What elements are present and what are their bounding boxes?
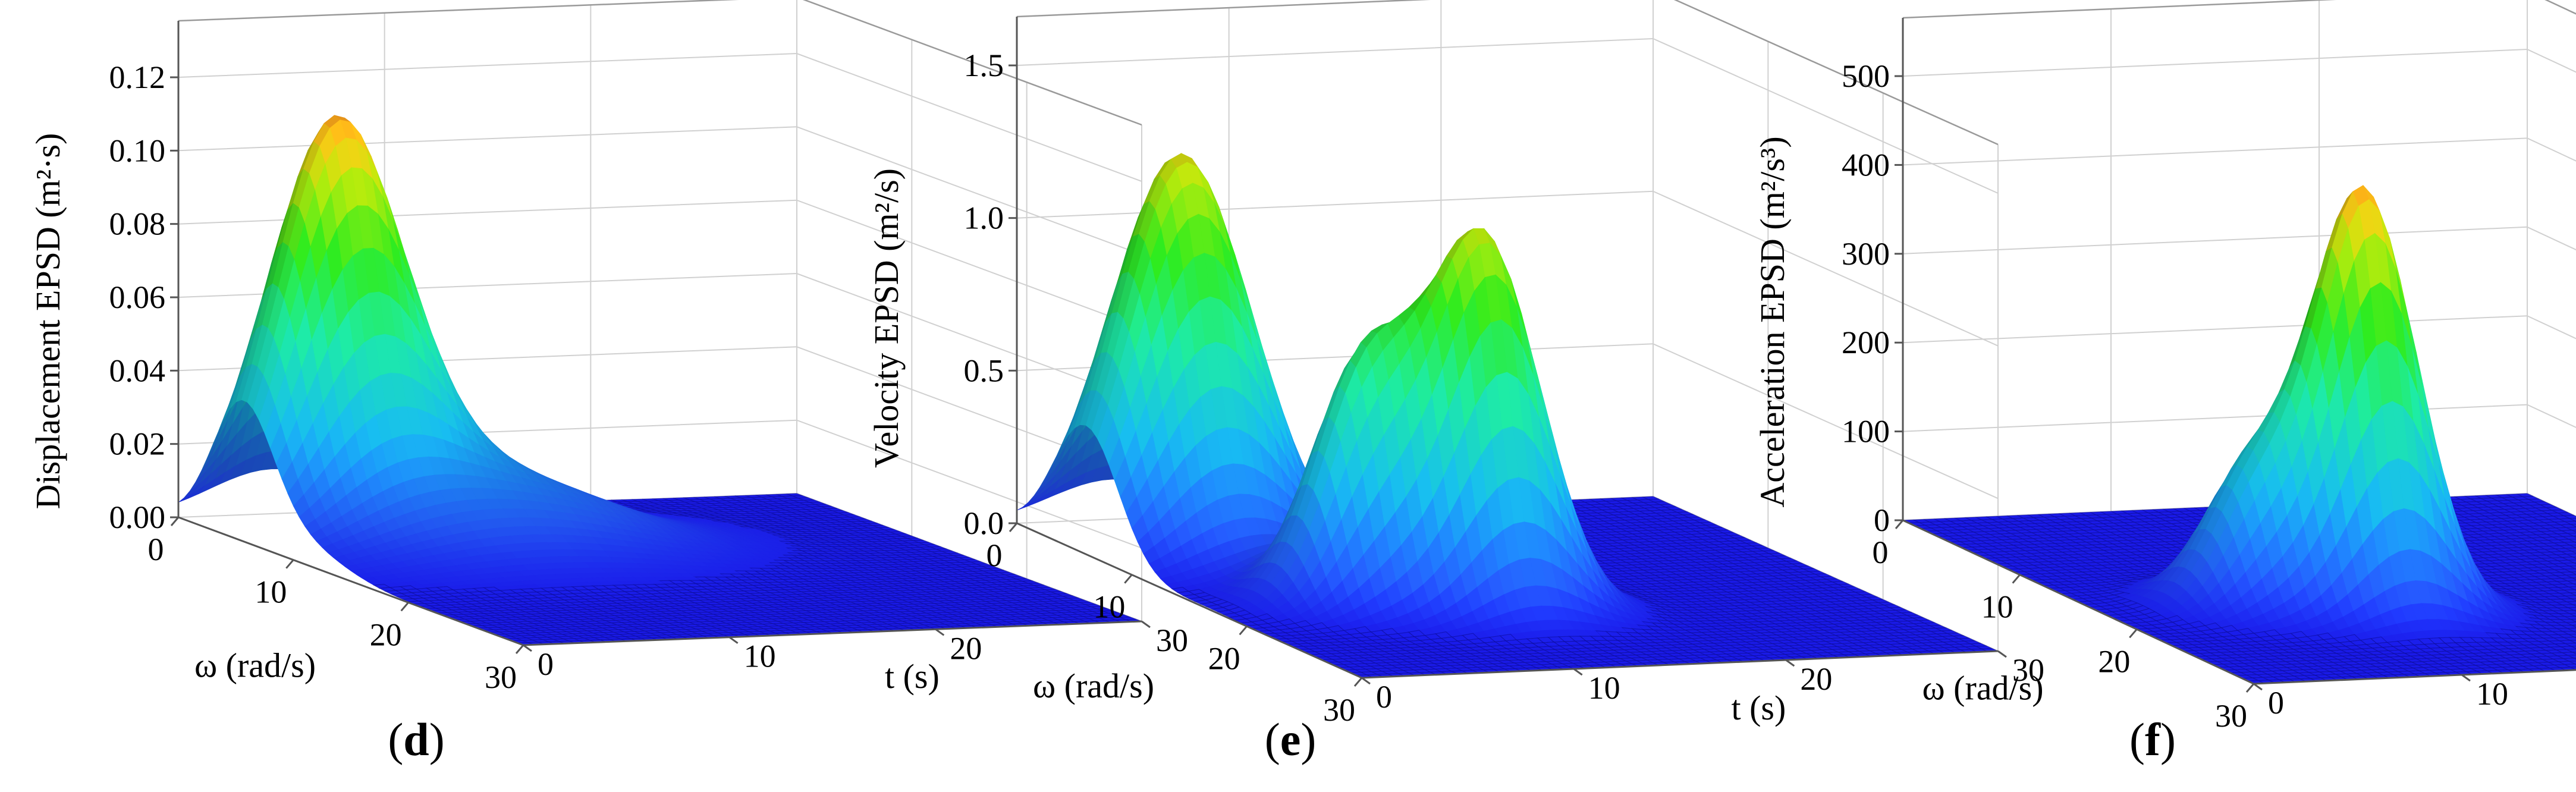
y-tick-label: 0 <box>2268 685 2284 721</box>
z-tick-label: 0.06 <box>109 279 166 315</box>
y-axis-label: t (s) <box>885 657 940 696</box>
panel-caption: (d) <box>388 714 444 765</box>
z-tick-label: 0.5 <box>964 353 1004 388</box>
x-tick-label: 20 <box>2098 643 2130 679</box>
y-tick-label: 0 <box>1376 679 1392 715</box>
panel-letter: f <box>2145 714 2161 765</box>
x-tick-label: 0 <box>987 538 1003 573</box>
z-tick-label: 0.12 <box>109 59 166 95</box>
z-tick-label: 400 <box>1842 147 1890 183</box>
x-tick-label: 20 <box>370 617 402 652</box>
z-tick-labels: 0.0 0.5 1.0 1.5 <box>964 48 1017 541</box>
y-tick-label: 30 <box>2012 652 2044 688</box>
y-tick-label: 10 <box>744 639 776 674</box>
y-tick-label: 10 <box>2476 676 2508 712</box>
z-tick-label: 300 <box>1842 236 1890 272</box>
y-tick-label: 0 <box>538 646 554 682</box>
x-axis-label: ω (rad/s) <box>1033 667 1154 705</box>
y-tick-labels: 0 10 20 30 <box>1361 650 2044 715</box>
x-tick-label: 30 <box>2215 698 2247 734</box>
x-tick-labels: 0 10 20 30 <box>148 517 524 695</box>
y-tick-label: 20 <box>950 630 982 666</box>
z-tick-label: 100 <box>1842 414 1890 450</box>
surface <box>1016 153 1999 678</box>
y-tick-labels: 0 10 20 30 <box>523 620 1188 682</box>
panel-f: 010020030040050001020300102030Accelerati… <box>1753 0 2576 765</box>
surface <box>1902 185 2576 684</box>
x-axis-label: ω (rad/s) <box>1922 668 2043 707</box>
z-tick-label: 1.5 <box>964 48 1004 83</box>
z-tick-label: 0.08 <box>109 206 166 242</box>
x-tick-label: 10 <box>255 574 287 610</box>
z-tick-label: 0.00 <box>109 499 166 535</box>
x-axis-label: ω (rad/s) <box>194 646 316 684</box>
z-axis-label: Velocity EPSD (m²/s) <box>867 168 906 468</box>
x-tick-label: 10 <box>1981 589 2013 625</box>
z-tick-label: 200 <box>1842 325 1890 360</box>
x-tick-label: 0 <box>1873 535 1889 570</box>
x-tick-label: 30 <box>1323 692 1355 728</box>
y-tick-label: 10 <box>1588 670 1620 706</box>
x-tick-label: 0 <box>148 532 164 567</box>
z-axis-label: Acceleration EPSD (m²/s³) <box>1753 136 1792 507</box>
x-tick-labels: 0 10 20 30 <box>987 523 1363 728</box>
y-axis-label: t (s) <box>1732 689 1786 727</box>
z-tick-label: 0.04 <box>109 353 166 388</box>
x-tick-label: 30 <box>485 659 517 695</box>
panel-letter: e <box>1280 714 1301 765</box>
z-tick-labels: 0 100 200 300 400 500 <box>1842 58 1903 538</box>
x-tick-labels: 0 10 20 30 <box>1873 520 2255 734</box>
panel-caption: (f) <box>2129 714 2176 765</box>
axes <box>177 21 1142 646</box>
panel-letter: d <box>403 714 429 765</box>
axes <box>1902 18 2576 685</box>
z-tick-label: 500 <box>1842 58 1890 94</box>
z-tick-label: 0.02 <box>109 426 166 462</box>
axes <box>1016 17 1999 679</box>
x-tick-label: 20 <box>1208 640 1240 676</box>
z-axis-label: Displacement EPSD (m²·s) <box>29 133 67 510</box>
z-tick-label: 1.0 <box>964 200 1004 236</box>
z-tick-label: 0 <box>1874 502 1890 538</box>
panel-caption: (e) <box>1265 714 1317 765</box>
surface <box>178 115 1142 646</box>
z-tick-label: 0.10 <box>109 133 166 168</box>
y-tick-label: 30 <box>1156 623 1188 658</box>
x-tick-label: 10 <box>1093 589 1125 625</box>
z-tick-label: 0.0 <box>964 505 1004 541</box>
y-tick-label: 20 <box>1800 661 1832 697</box>
z-tick-labels: 0.00 0.02 0.04 0.06 0.08 0.10 0.12 <box>109 59 178 535</box>
